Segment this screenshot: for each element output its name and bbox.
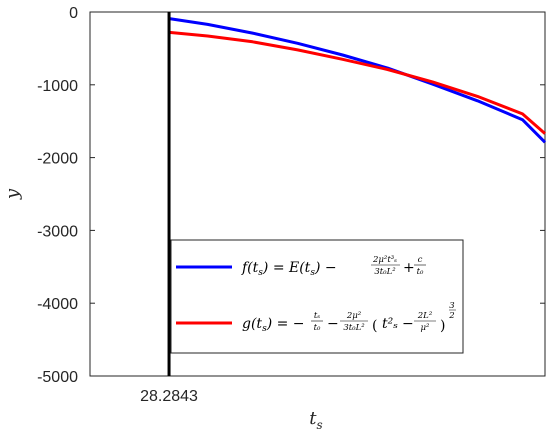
series-line-g (169, 30, 546, 135)
series-layer (169, 17, 547, 144)
legend-label-g: g(ts) = − (242, 316, 305, 334)
x-tick-label: 28.2843 (140, 388, 198, 405)
legend-box (170, 239, 464, 354)
svg-text:3t₀L²: 3t₀L² (374, 267, 396, 277)
svg-text:−: − (402, 316, 414, 332)
legend: f(ts) = E(ts) − 2μ²t³ₛ 3t₀L² + c t₀ g(ts… (170, 239, 464, 354)
series-line-f (169, 17, 547, 144)
svg-text:c: c (418, 255, 423, 265)
svg-text:+: + (403, 260, 415, 276)
svg-text:2L²: 2L² (417, 311, 433, 321)
x-axis-label: ts (309, 408, 322, 432)
svg-text:t₀: t₀ (314, 323, 321, 333)
svg-text:2: 2 (448, 311, 454, 321)
svg-text:(: ( (372, 318, 377, 334)
y-tick-label: -1000 (37, 78, 78, 95)
y-tick-label: -4000 (37, 296, 78, 313)
vline-layer: 28.2843 (140, 12, 198, 405)
legend-label-f: f(ts) = E(ts) − (241, 260, 337, 278)
svg-text:3: 3 (449, 301, 454, 311)
y-axis: 0 -1000 -2000 -3000 -4000 -5000 (37, 5, 545, 386)
y-tick-label: -3000 (37, 223, 78, 240)
svg-text:3t₀L²: 3t₀L² (343, 323, 365, 333)
y-tick-label: 0 (69, 5, 78, 22)
svg-text:2μ²t³ₛ: 2μ²t³ₛ (372, 255, 397, 265)
y-tick-label: -2000 (37, 151, 78, 168)
svg-text:−: − (327, 316, 339, 332)
y-tick-label: -5000 (37, 369, 78, 386)
svg-text:2μ²: 2μ² (346, 311, 362, 321)
legend-entry-g: g(ts) = − tₛ t₀ − 2μ² 3t₀L² ( t²ₛ − 2L² … (242, 301, 456, 334)
svg-text:t²ₛ: t²ₛ (382, 316, 398, 332)
svg-text:t₀: t₀ (417, 267, 424, 277)
svg-text:tₛ: tₛ (314, 311, 320, 321)
y-axis-label: y (2, 188, 23, 200)
svg-text:μ²: μ² (421, 323, 431, 333)
svg-text:): ) (440, 318, 445, 334)
